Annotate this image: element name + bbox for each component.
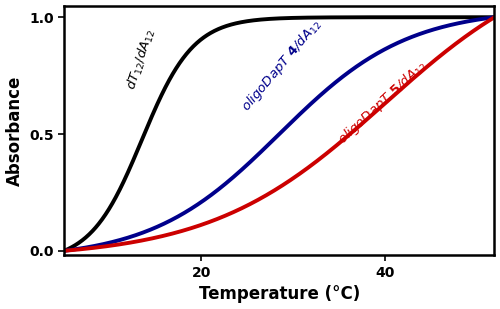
- Y-axis label: Absorbance: Absorbance: [6, 75, 24, 186]
- Text: oligoDapT $\mathbf{4}$/$dA_{12}$: oligoDapT $\mathbf{4}$/$dA_{12}$: [238, 16, 325, 115]
- Text: $dT_{12}/dA_{12}$: $dT_{12}/dA_{12}$: [124, 27, 158, 92]
- X-axis label: Temperature (°C): Temperature (°C): [198, 286, 360, 303]
- Text: oligoDapT $\mathbf{5}$/$dA_{12}$: oligoDapT $\mathbf{5}$/$dA_{12}$: [334, 57, 430, 148]
